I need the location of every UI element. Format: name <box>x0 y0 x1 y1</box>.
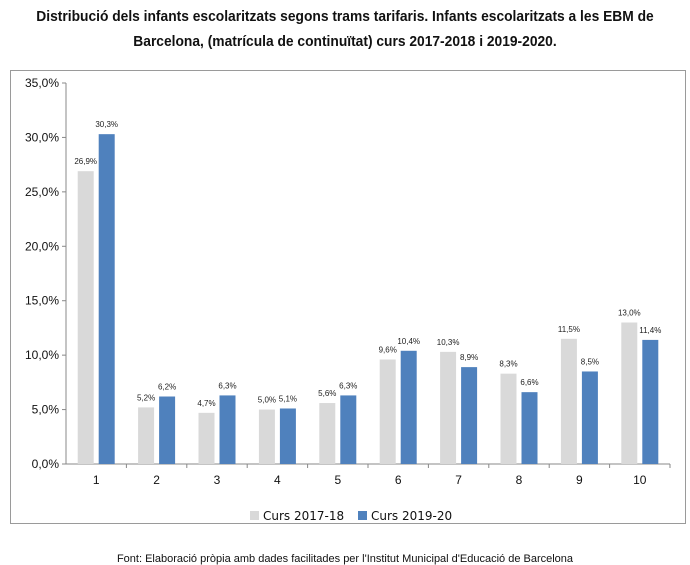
y-tick-label: 0,0% <box>32 457 60 471</box>
bar <box>581 371 598 464</box>
data-label: 6,6% <box>520 378 538 387</box>
data-label: 10,3% <box>437 338 460 347</box>
data-label: 30,3% <box>95 120 118 129</box>
chart-title: Distribució dels infants escolaritzats s… <box>28 4 663 54</box>
legend-swatch <box>250 511 259 520</box>
legend-swatch <box>358 511 367 520</box>
x-tick-label: 3 <box>214 473 221 487</box>
x-tick-label: 10 <box>633 473 647 487</box>
data-label: 6,3% <box>218 381 236 390</box>
bar <box>98 134 115 465</box>
y-tick-label: 5,0% <box>32 403 60 417</box>
bar <box>500 373 517 464</box>
data-label: 8,3% <box>499 360 517 369</box>
data-label: 4,7% <box>197 399 215 408</box>
x-tick-label: 4 <box>274 473 281 487</box>
bar <box>77 171 94 464</box>
bar <box>219 395 236 464</box>
bar <box>138 407 155 464</box>
x-tick-label: 7 <box>455 473 462 487</box>
bar <box>621 322 638 464</box>
data-label: 5,6% <box>318 389 336 398</box>
data-label: 8,9% <box>460 353 478 362</box>
bar <box>340 395 357 464</box>
x-tick-label: 1 <box>93 473 100 487</box>
y-tick-label: 10,0% <box>25 348 59 362</box>
bar <box>258 409 275 464</box>
data-label: 5,0% <box>258 396 276 405</box>
data-label: 5,2% <box>137 393 155 402</box>
bar <box>642 339 659 464</box>
bar <box>379 359 396 464</box>
x-tick-label: 8 <box>516 473 523 487</box>
y-tick-label: 25,0% <box>25 185 59 199</box>
data-label: 13,0% <box>618 308 641 317</box>
data-label: 26,9% <box>74 157 97 166</box>
data-label: 10,4% <box>397 337 420 346</box>
y-tick-label: 15,0% <box>25 294 59 308</box>
legend-label: Curs 2019-20 <box>371 509 452 523</box>
data-label: 8,5% <box>581 357 599 366</box>
data-label: 11,5% <box>558 325 580 334</box>
data-label: 9,6% <box>379 345 397 354</box>
data-label: 6,3% <box>339 381 357 390</box>
x-tick-label: 5 <box>334 473 341 487</box>
bar <box>279 408 296 464</box>
title-line-2: Barcelona, (matrícula de continuïtat) cu… <box>133 33 557 50</box>
data-label: 11,4% <box>639 326 661 335</box>
chart-frame <box>10 70 686 524</box>
bar <box>198 412 215 464</box>
x-tick-label: 9 <box>576 473 583 487</box>
legend-label: Curs 2017-18 <box>263 509 344 523</box>
x-tick-label: 6 <box>395 473 402 487</box>
bar <box>560 338 577 464</box>
x-tick-label: 2 <box>153 473 160 487</box>
source-note: Font: Elaboració pròpia amb dades facili… <box>116 553 574 565</box>
y-tick-label: 20,0% <box>25 239 59 253</box>
y-tick-label: 35,0% <box>25 76 59 90</box>
bar <box>400 350 417 464</box>
bar <box>159 396 176 464</box>
bar <box>461 367 478 464</box>
bar <box>440 351 457 464</box>
y-tick-label: 30,0% <box>25 130 59 144</box>
data-label: 6,2% <box>158 383 176 392</box>
data-label: 5,1% <box>279 394 297 403</box>
title-line-1: Distribució dels infants escolaritzats s… <box>36 8 654 25</box>
bar <box>521 392 538 464</box>
bar <box>319 403 336 464</box>
